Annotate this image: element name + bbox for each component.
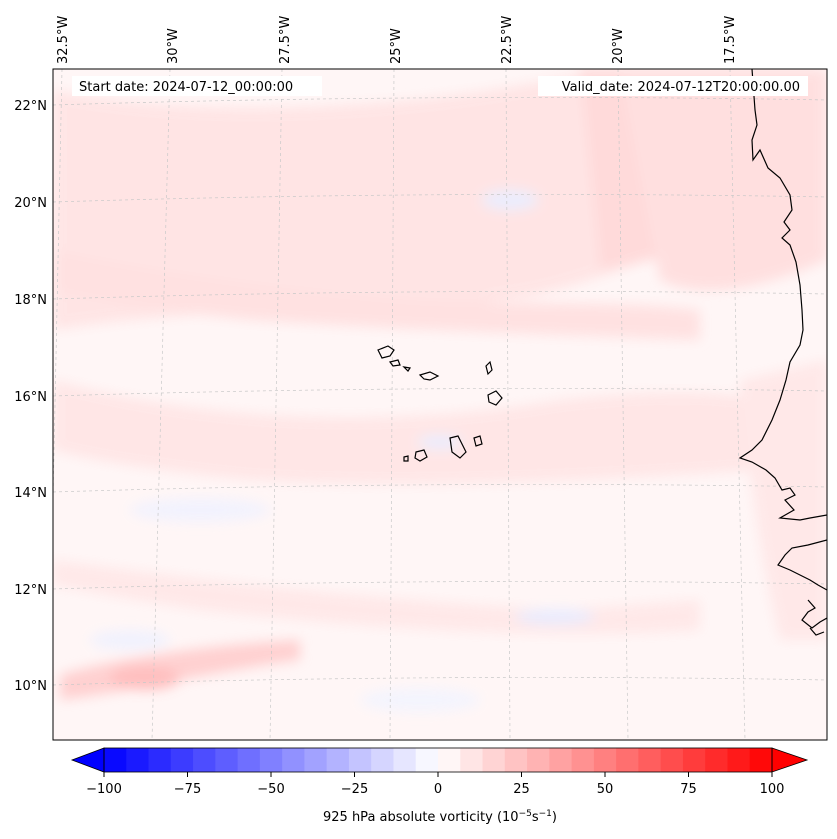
- map-frame: [52, 68, 828, 741]
- lon-label-27-5w: 27.5°W: [278, 16, 293, 64]
- island-sao-nicolau: [418, 371, 440, 381]
- lon-label-17-5w: 17.5°W: [723, 16, 738, 64]
- vorticity-blob: [110, 666, 180, 690]
- colorbar-cell: [593, 748, 617, 772]
- vorticity-band: [53, 250, 700, 340]
- vorticity-negative: [360, 688, 480, 712]
- colorbar-cell: [282, 748, 305, 772]
- colorbar-tick-label: 50: [597, 782, 614, 797]
- colorbar-cell: [259, 748, 283, 772]
- colorbar-tick-label: 25: [513, 782, 530, 797]
- colorbar-cell: [549, 748, 573, 772]
- lon-label-25w: 25°W: [389, 28, 404, 64]
- colorbar-cell: [638, 748, 662, 772]
- vorticity-negative: [482, 190, 538, 210]
- colorbar-cell: [460, 748, 484, 772]
- lat-label-14n: 14°N: [14, 486, 47, 501]
- lon-label-20w: 20°W: [611, 28, 626, 64]
- colorbar-label-mid: s: [532, 810, 539, 825]
- colorbar-extend-max: [771, 747, 809, 773]
- colorbar-cell: [104, 748, 127, 772]
- lat-label-16n: 16°N: [14, 390, 47, 405]
- colorbar-cell: [304, 748, 328, 772]
- cape-verde-islands: [377, 345, 503, 462]
- colorbar: −100 −75 −50 −25 0 25 50 75 100 925 hPa …: [70, 747, 809, 825]
- colorbar-cell: [705, 748, 729, 772]
- colorbar-cell: [482, 748, 506, 772]
- colorbar-label: 925 hPa absolute vorticity (10−5s−1): [323, 809, 557, 825]
- colorbar-cell: [660, 748, 684, 772]
- lon-label-30w: 30°W: [166, 28, 181, 64]
- colorbar-cell: [371, 748, 395, 772]
- lon-label-22-5w: 22.5°W: [500, 16, 515, 64]
- colorbar-cells: [104, 748, 773, 772]
- colorbar-label-main: 925 hPa absolute vorticity (10: [323, 810, 519, 825]
- island-santo-antao: [377, 345, 395, 359]
- vorticity-negative: [90, 630, 170, 650]
- colorbar-cell: [215, 748, 239, 772]
- colorbar-extend-min: [70, 747, 105, 773]
- lat-label-22n: 22°N: [14, 99, 47, 114]
- colorbar-cell: [237, 748, 261, 772]
- start-date-label: Start date: 2024-07-12_00:00:00: [79, 80, 293, 95]
- coastline: [738, 69, 827, 636]
- start-date-box: [72, 76, 322, 96]
- longitude-labels: 32.5°W 30°W 27.5°W 25°W 22.5°W 20°W 17.5…: [56, 16, 738, 64]
- colorbar-tick-label: 75: [680, 782, 697, 797]
- colorbar-cell: [504, 748, 528, 772]
- colorbar-tick-label: −25: [341, 782, 368, 797]
- colorbar-tick-label: 0: [434, 782, 442, 797]
- vorticity-negative: [130, 498, 270, 522]
- colorbar-label-exp2: −1: [539, 809, 552, 819]
- colorbar-label-end: ): [552, 810, 557, 825]
- lon-label-32-5w: 32.5°W: [56, 16, 71, 64]
- colorbar-tick-label: −100: [86, 782, 122, 797]
- colorbar-cell: [527, 748, 550, 772]
- map-panel: Start date: 2024-07-12_00:00:00 Valid_da…: [52, 68, 828, 741]
- vorticity-negative: [515, 609, 595, 625]
- vorticity-field: [53, 69, 827, 740]
- vorticity-band: [53, 380, 760, 485]
- colorbar-cell: [616, 748, 639, 772]
- latitude-labels: 22°N 20°N 18°N 16°N 14°N 12°N 10°N: [14, 99, 47, 694]
- colorbar-ticks: [103, 772, 773, 777]
- valid-date-label: Valid_date: 2024-07-12T20:00:00.00: [562, 80, 800, 95]
- colorbar-cell: [170, 748, 194, 772]
- colorbar-cell: [415, 748, 439, 772]
- colorbar-cell: [148, 748, 172, 772]
- lat-label-10n: 10°N: [14, 679, 47, 694]
- colorbar-cell: [348, 748, 372, 772]
- colorbar-cell: [393, 748, 417, 772]
- island-maio: [473, 435, 483, 447]
- gridlines: [53, 69, 827, 740]
- lat-label-12n: 12°N: [14, 583, 47, 598]
- colorbar-tick-label: −50: [257, 782, 284, 797]
- colorbar-tick-label: −75: [174, 782, 201, 797]
- island-boa-vista: [487, 390, 503, 406]
- colorbar-cell: [571, 748, 595, 772]
- colorbar-cell: [438, 748, 461, 772]
- vorticity-band: [740, 360, 827, 640]
- colorbar-cell: [682, 748, 706, 772]
- colorbar-cell: [126, 748, 150, 772]
- colorbar-cell: [727, 748, 751, 772]
- vorticity-band: [620, 69, 827, 291]
- island-sao-vicente: [388, 359, 401, 367]
- lat-label-20n: 20°N: [14, 196, 47, 211]
- island-brava: [403, 455, 409, 462]
- lat-label-18n: 18°N: [14, 293, 47, 308]
- island-sal: [485, 360, 493, 376]
- colorbar-cell: [749, 748, 773, 772]
- west-africa-coastline: [738, 69, 827, 591]
- colorbar-tick-labels: −100 −75 −50 −25 0 25 50 75 100: [86, 782, 784, 797]
- colorbar-label-exp1: −5: [519, 809, 532, 819]
- valid-date-box: [538, 76, 808, 96]
- island-santiago: [449, 435, 467, 459]
- island-fogo: [414, 449, 428, 462]
- colorbar-cell: [193, 748, 216, 772]
- colorbar-cell: [326, 748, 350, 772]
- island-santa-luzia: [402, 366, 412, 372]
- colorbar-tick-label: 100: [760, 782, 785, 797]
